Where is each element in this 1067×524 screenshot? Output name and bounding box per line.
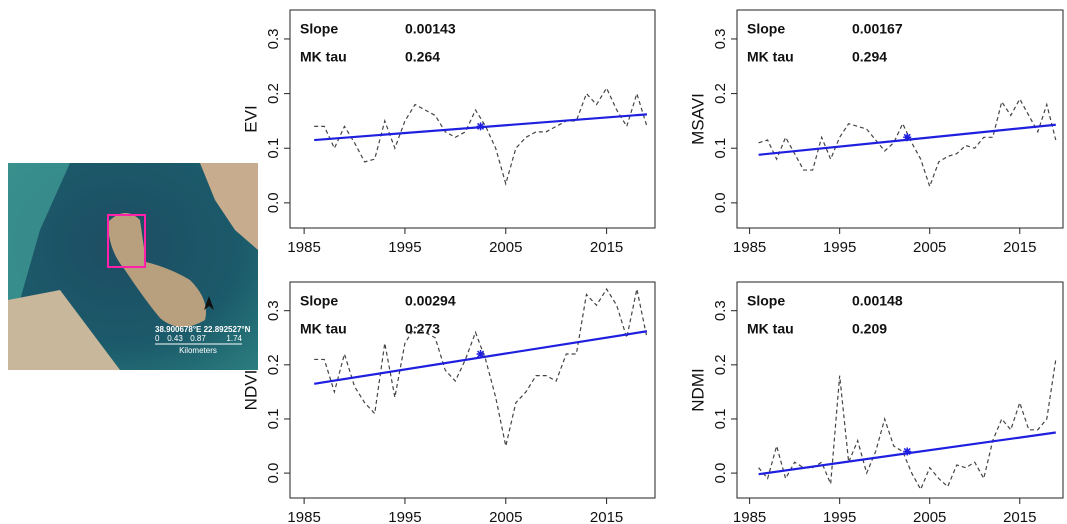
x-tick-label: 2015 [590, 239, 623, 256]
annotation-value: 0.209 [852, 321, 887, 337]
y-tick-label: 0.0 [265, 463, 282, 484]
panel: 1985 1995 2005 2015 0.0 0.1 0.2 0.3 NDMI Slope 0.0… [688, 282, 1063, 524]
scale-label: 0.43 [167, 334, 183, 343]
observed-line [759, 99, 1056, 186]
y-axis-label: MSAVI [688, 93, 707, 145]
annotation-value: 0.273 [405, 321, 440, 337]
y-tick-label: 0.0 [712, 463, 729, 484]
panel: 1985 1995 2005 2015 0.0 0.1 0.2 0.3 NDVI Slope 0.0… [241, 282, 655, 524]
y-tick-label: 0.2 [265, 354, 282, 375]
x-tick-label: 2015 [1003, 239, 1036, 256]
plot-frame [737, 10, 1063, 228]
observed-line [314, 289, 647, 446]
center-marker [903, 133, 911, 141]
x-tick-label: 2005 [489, 239, 522, 256]
y-tick-label: 0.3 [712, 29, 729, 50]
plot-frame [737, 282, 1063, 498]
annotation-label: Slope [300, 293, 338, 309]
annotation-label: MK tau [747, 321, 794, 337]
annotation-value: 0.00143 [405, 21, 456, 37]
annotation-value: 0.264 [405, 49, 440, 65]
annotation-label: MK tau [300, 49, 347, 65]
x-tick-label: 1995 [388, 509, 421, 524]
annotation-label: Slope [747, 293, 785, 309]
y-tick-label: 0.1 [265, 138, 282, 159]
x-tick-label: 1985 [287, 509, 320, 524]
coordinates: 38.900678°E 22.892527°N [155, 325, 251, 334]
y-tick-label: 0.1 [712, 409, 729, 430]
panel: 1985 1995 2005 2015 0.0 0.1 0.2 0.3 EVI Slope 0.00… [241, 10, 655, 256]
x-tick-label: 1995 [388, 239, 421, 256]
y-tick-label: 0.2 [265, 83, 282, 104]
y-tick-label: 0.0 [712, 192, 729, 213]
x-tick-label: 2005 [489, 509, 522, 524]
x-tick-label: 2005 [913, 509, 946, 524]
x-tick-label: 2005 [913, 239, 946, 256]
scale-label: 0.87 [190, 334, 206, 343]
annotation-label: MK tau [300, 321, 347, 337]
scale-label: 0 [155, 334, 160, 343]
map: 38.900678°E 22.892527°N 0 0.43 0.87 1.74… [8, 163, 258, 370]
y-tick-label: 0.2 [712, 354, 729, 375]
annotation-value: 0.00148 [852, 293, 903, 309]
x-tick-label: 1985 [287, 239, 320, 256]
x-tick-label: 1985 [733, 239, 766, 256]
annotation-label: MK tau [747, 49, 794, 65]
annotation-value: 0.294 [852, 49, 887, 65]
y-tick-label: 0.1 [712, 138, 729, 159]
panel: 1985 1995 2005 2015 0.0 0.1 0.2 0.3 MSAVI Slope 0.… [688, 10, 1063, 256]
scale-label: 1.74 [226, 334, 242, 343]
plot-frame [290, 282, 655, 498]
annotation-value: 0.00294 [405, 293, 456, 309]
annotation-label: Slope [300, 21, 338, 37]
observed-line [759, 359, 1056, 489]
y-tick-label: 0.3 [712, 300, 729, 321]
scale-unit: Kilometers [179, 346, 217, 355]
x-tick-label: 2015 [1003, 509, 1036, 524]
x-tick-label: 1995 [823, 509, 856, 524]
x-tick-label: 1995 [823, 239, 856, 256]
y-axis-label: EVI [241, 105, 260, 132]
y-tick-label: 0.3 [265, 300, 282, 321]
y-tick-label: 0.3 [265, 29, 282, 50]
center-marker [477, 122, 485, 130]
y-tick-label: 0.2 [712, 83, 729, 104]
x-tick-label: 1985 [733, 509, 766, 524]
y-tick-label: 0.0 [265, 192, 282, 213]
x-tick-label: 2015 [590, 509, 623, 524]
y-axis-label: NDVI [241, 370, 260, 411]
center-marker [477, 350, 485, 358]
center-marker [903, 447, 911, 455]
figure: 38.900678°E 22.892527°N 0 0.43 0.87 1.74… [0, 0, 1067, 524]
y-axis-label: NDMI [688, 368, 707, 411]
annotation-label: Slope [747, 21, 785, 37]
annotation-value: 0.00167 [852, 21, 903, 37]
y-tick-label: 0.1 [265, 409, 282, 430]
